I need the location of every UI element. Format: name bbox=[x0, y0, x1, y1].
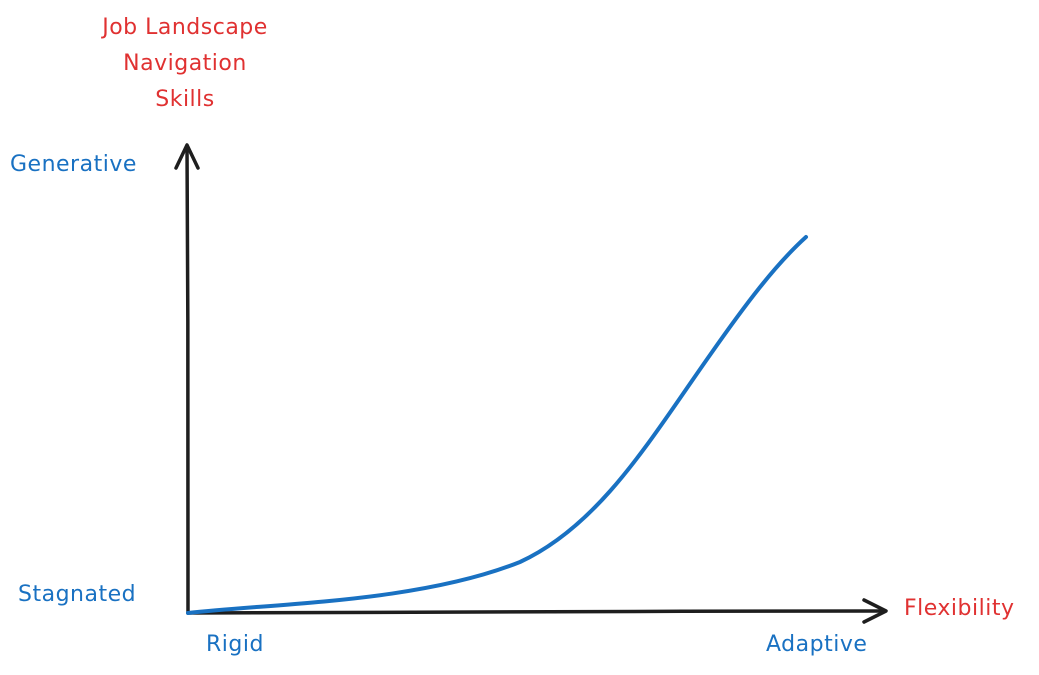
y-low-label: Stagnated bbox=[18, 582, 137, 607]
y-axis-title-line-3: Skills bbox=[155, 87, 215, 112]
x-low-label: Rigid bbox=[206, 632, 264, 657]
y-axis-arrowhead bbox=[174, 143, 200, 170]
x-axis-title: Flexibility bbox=[904, 596, 1015, 621]
x-high-label: Adaptive bbox=[766, 632, 868, 657]
y-axis-line bbox=[185, 145, 190, 615]
y-axis-title-line-2: Navigation bbox=[123, 51, 247, 76]
y-axis-title-line-1: Job Landscape bbox=[102, 15, 268, 40]
y-axis-title: Job Landscape Navigation Skills bbox=[60, 10, 310, 118]
y-high-label: Generative bbox=[10, 152, 137, 177]
growth-curve bbox=[186, 235, 808, 615]
x-axis-line bbox=[186, 609, 887, 615]
x-axis-arrowhead bbox=[862, 598, 888, 624]
